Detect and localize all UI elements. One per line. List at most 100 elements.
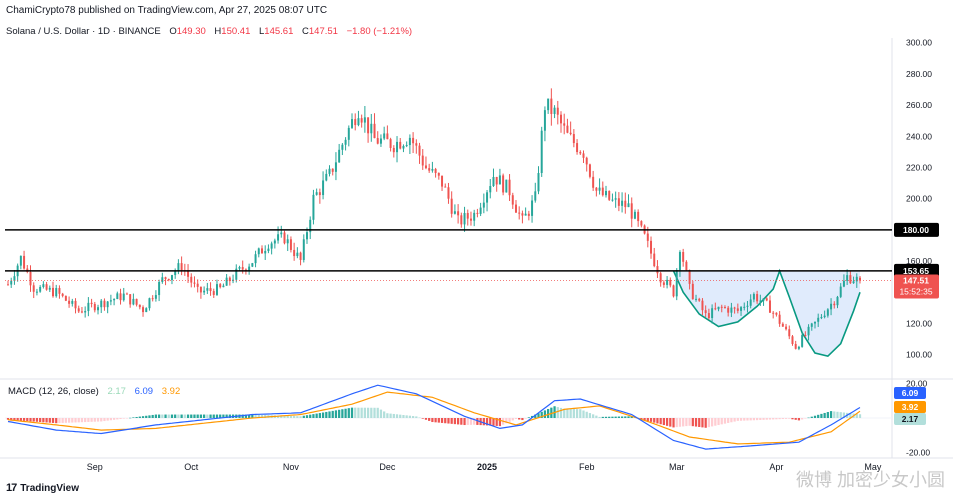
macd-histogram-bar [492, 418, 495, 426]
macd-histogram-bar [87, 418, 90, 422]
macd-y-tick-label: 20.00 [906, 378, 928, 388]
candle-body [759, 300, 762, 302]
x-tick-label: Feb [579, 462, 595, 472]
candle-body [502, 175, 505, 193]
level-price-tag [894, 222, 939, 237]
level-price-tag [894, 263, 939, 278]
macd-histogram-bar [550, 407, 553, 418]
candle-body [707, 313, 710, 319]
macd-histogram-bar [148, 415, 151, 418]
macd-histogram-bar [704, 418, 707, 428]
macd-histogram-bar [691, 418, 694, 427]
macd-histogram-bar [566, 408, 569, 418]
macd-legend[interactable]: MACD (12, 26, close) 2.17 6.09 3.92 [8, 386, 180, 397]
candle-body [514, 204, 517, 213]
candle-body [585, 157, 588, 165]
macd-histogram-bar [714, 418, 717, 426]
macd-histogram-bar [543, 410, 547, 418]
candle-body [370, 123, 373, 134]
macd-histogram-bar [440, 418, 444, 423]
macd-histogram-bar [405, 415, 408, 418]
change-value: −1.80 (−1.21%) [346, 26, 413, 37]
candle-body [203, 290, 206, 293]
macd-histogram-bar [338, 409, 341, 418]
candle-body [277, 234, 280, 241]
candle-body [495, 176, 498, 185]
macd-histogram-bar [595, 415, 598, 418]
macd-histogram-bar [392, 413, 395, 418]
candle-body [833, 303, 836, 306]
candle-body [39, 286, 42, 292]
candle-body [113, 299, 116, 301]
candle-body [518, 212, 521, 214]
macd-histogram-bar [48, 418, 51, 423]
candle-body [325, 173, 328, 181]
macd-histogram-bar [386, 413, 389, 418]
macd-y-tick-label: -20.00 [906, 448, 930, 458]
candle-body [804, 335, 807, 337]
low-value: 145.61 [264, 26, 294, 37]
macd-histogram-bar [321, 412, 325, 418]
macd-histogram-bar [225, 414, 228, 418]
macd-histogram-bar [482, 418, 485, 426]
macd-histogram-bar [331, 410, 334, 418]
candle-body [650, 240, 653, 254]
candle-body [328, 168, 331, 174]
macd-histogram-bar [801, 418, 804, 420]
y-tick-label: 300.00 [906, 38, 932, 48]
macd-histogram-bar [736, 418, 739, 421]
candle-body [447, 187, 450, 199]
candle-body [453, 211, 456, 214]
candle-body [145, 308, 148, 313]
macd-histogram-bar [302, 415, 305, 418]
macd-histogram-bar [347, 408, 350, 418]
candle-body [257, 248, 260, 255]
macd-histogram-bar [145, 415, 148, 418]
macd-histogram-bar [222, 414, 225, 418]
macd-histogram-bar [61, 418, 64, 423]
macd-histogram-bar [540, 411, 543, 418]
macd-histogram-bar [630, 416, 633, 418]
macd-histogram-bar [39, 418, 42, 423]
macd-histogram-bar [286, 415, 289, 418]
candle-body [151, 298, 154, 300]
candle-body [212, 291, 215, 295]
macd-histogram-bar [665, 418, 669, 426]
candle-body [730, 307, 733, 313]
candle-body [283, 232, 286, 244]
macd-histogram-bar [260, 414, 264, 418]
macd-histogram-bar [495, 418, 498, 426]
y-tick-label: 160.00 [906, 256, 932, 266]
macd-histogram-bar [421, 418, 424, 419]
candle-body [637, 211, 640, 222]
candle-body [84, 311, 87, 313]
candle-body [132, 298, 135, 305]
macd-histogram-bar [659, 418, 662, 425]
candle-body [711, 308, 714, 319]
candle-body [190, 276, 193, 283]
candle-body [405, 145, 408, 147]
macd-histogram-bar [399, 414, 402, 418]
low-label: L [259, 26, 265, 37]
symbol-name[interactable]: Solana / U.S. Dollar · 1D · BINANCE [6, 26, 161, 37]
candle-body [199, 286, 202, 293]
macd-histogram-bar [817, 414, 820, 418]
candle-body [775, 312, 778, 315]
candle-body [830, 303, 833, 310]
tradingview-branding[interactable]: 17 TradingView [6, 482, 79, 494]
macd-histogram-bar [90, 418, 93, 422]
candle-body [698, 298, 701, 301]
candle-body [338, 149, 341, 163]
candle-body [627, 203, 630, 208]
macd-histogram-bar [788, 418, 791, 419]
macd-histogram-bar [733, 418, 736, 422]
candle-body [367, 117, 370, 134]
candle-body [379, 138, 382, 144]
candle-body [52, 287, 55, 297]
last-price-label: 147.51 [903, 276, 929, 286]
candle-body [791, 336, 794, 344]
macd-histogram-bar [547, 409, 550, 418]
candle-body [624, 200, 627, 208]
level-price-label: 153.65 [903, 266, 929, 276]
